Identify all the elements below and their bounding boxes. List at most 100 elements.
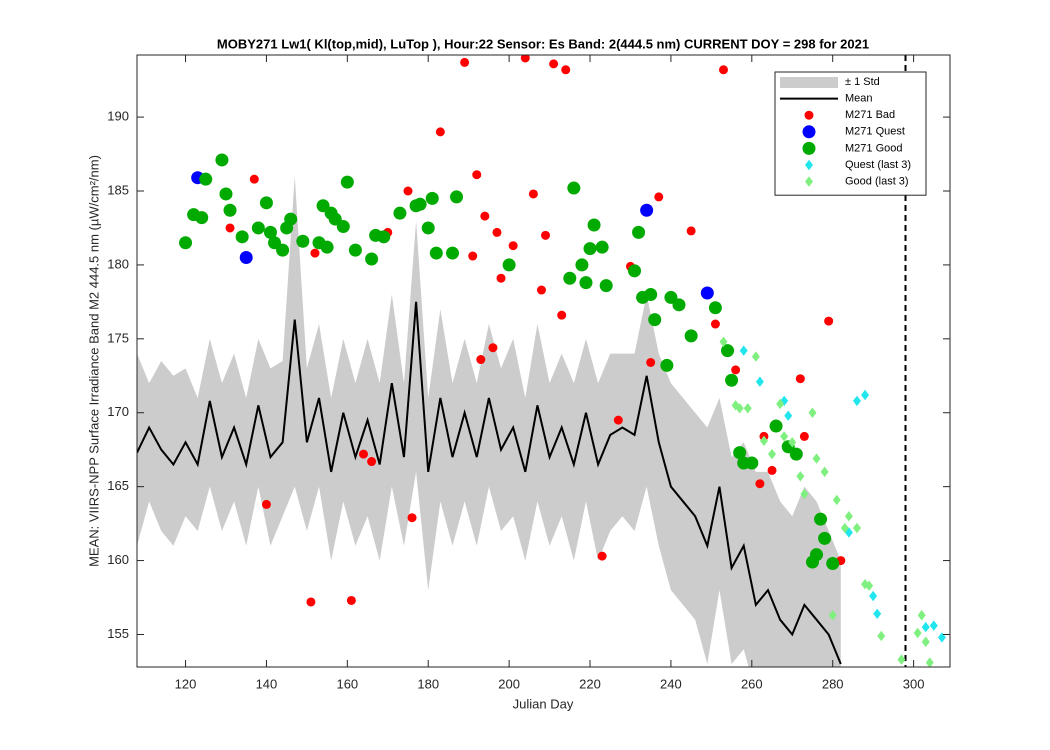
circle-marker [367, 457, 377, 467]
x-tick-label: 220 [579, 676, 601, 691]
diamond-marker [805, 176, 813, 187]
diamond-marker [743, 403, 752, 414]
diamond-marker [921, 621, 930, 633]
circle-marker [628, 264, 642, 278]
diamond-marker [852, 395, 861, 407]
circle-marker [528, 189, 538, 199]
circle-marker [425, 191, 439, 205]
legend-label: M271 Bad [845, 109, 895, 121]
circle-marker [502, 258, 516, 272]
circle-marker [215, 153, 229, 167]
circle-marker [476, 355, 486, 365]
legend: ± 1 Std Mean M271 Bad M271 Quest M271 Good Qu… [774, 71, 927, 196]
circle-marker [802, 141, 816, 155]
diamond-marker [719, 336, 728, 347]
y-tick-label: 155 [107, 626, 129, 641]
diamond-marker [869, 590, 878, 602]
diamond-marker [800, 488, 809, 500]
legend-swatch [780, 77, 838, 88]
circle-marker [450, 190, 464, 204]
circle-marker [403, 186, 413, 196]
diamond-marker [812, 453, 821, 464]
circle-marker [721, 344, 735, 358]
x-tick-label: 300 [903, 676, 925, 691]
diamond-marker [877, 630, 886, 642]
circle-marker [561, 65, 571, 75]
x-tick-label: 280 [822, 676, 844, 691]
circle-marker [587, 218, 601, 232]
circle-marker [654, 192, 664, 202]
diamond-marker [929, 620, 938, 631]
diamond-marker [776, 398, 785, 410]
axes-box [136, 54, 951, 668]
circle-marker [700, 286, 714, 300]
circle-marker [263, 225, 277, 239]
circle-marker [259, 196, 273, 210]
circle-marker [755, 479, 765, 489]
circle-marker [795, 374, 805, 384]
circle-marker [733, 446, 747, 460]
circle-marker [435, 127, 445, 137]
x-tick-label: 140 [256, 676, 278, 691]
mean-line [137, 301, 842, 665]
legend-label: M271 Good [845, 142, 902, 154]
circle-marker [488, 343, 498, 353]
circle-marker [239, 251, 253, 265]
diamond-marker [796, 471, 805, 482]
circle-marker [223, 203, 237, 217]
circle-marker [769, 419, 783, 433]
circle-marker [235, 230, 249, 244]
circle-marker [648, 313, 662, 327]
legend-label: ± 1 Std [845, 76, 880, 88]
diamond-marker [784, 410, 793, 421]
diamond-marker [768, 448, 777, 460]
circle-marker [276, 243, 290, 257]
std-band [137, 176, 841, 667]
circle-marker [804, 110, 814, 120]
circle-marker [261, 499, 271, 509]
circle-marker [496, 273, 506, 283]
diamond-marker [751, 351, 760, 362]
circle-marker [340, 175, 354, 189]
circle-marker [359, 449, 369, 459]
y-tick-label: 165 [107, 478, 129, 493]
diamond-marker [852, 522, 861, 534]
circle-marker [613, 415, 623, 425]
diamond-marker [917, 610, 926, 621]
diamond-marker [865, 580, 874, 591]
diamond-marker [832, 494, 841, 506]
circle-marker [536, 285, 546, 295]
circle-marker [632, 225, 646, 239]
diamond-marker [925, 657, 934, 667]
circle-marker [583, 242, 597, 256]
y-tick-label: 190 [107, 109, 129, 124]
circle-marker [407, 513, 417, 523]
y-tick-label: 160 [107, 552, 129, 567]
circle-marker [249, 174, 259, 184]
legend-box [774, 71, 927, 196]
circle-marker [595, 240, 609, 254]
circle-marker [346, 595, 356, 605]
circle-marker [421, 221, 435, 235]
circle-marker [686, 226, 696, 236]
diamond-marker [873, 608, 882, 619]
circle-marker [789, 447, 803, 461]
plot-layer [137, 55, 946, 667]
diamond-marker [780, 431, 789, 442]
circle-marker [814, 512, 828, 526]
circle-marker [599, 279, 613, 293]
circle-marker [672, 298, 686, 312]
circle-marker [802, 125, 816, 139]
circle-marker [810, 548, 824, 562]
circle-marker [480, 211, 490, 221]
circle-marker [251, 221, 265, 235]
circle-marker [640, 203, 654, 217]
diamond-marker [755, 376, 764, 387]
circle-marker [745, 456, 759, 470]
diamond-marker [735, 403, 744, 414]
x-tick-label: 180 [417, 676, 439, 691]
circle-marker [824, 316, 834, 326]
x-axis-label: Julian Day [513, 696, 574, 711]
circle-marker [563, 271, 577, 285]
